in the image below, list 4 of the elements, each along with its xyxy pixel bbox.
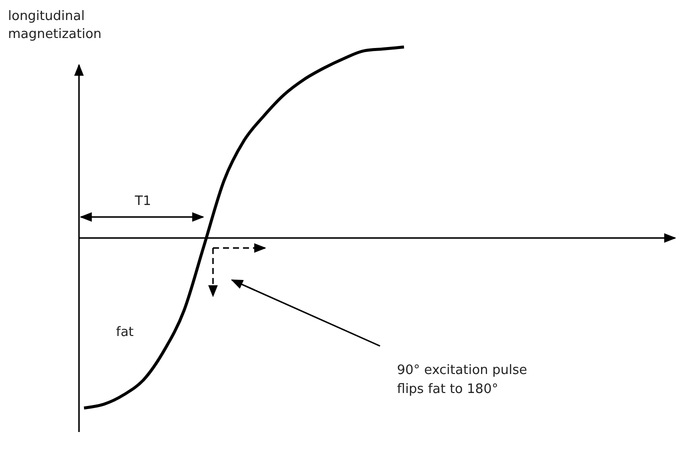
annotation: T1 bbox=[134, 194, 152, 209]
y-axis-title: longitudinal magnetization bbox=[8, 9, 102, 42]
annotation: 90° excitation pulse flips fat to 180° bbox=[397, 363, 528, 397]
annotation: fat bbox=[116, 325, 134, 340]
